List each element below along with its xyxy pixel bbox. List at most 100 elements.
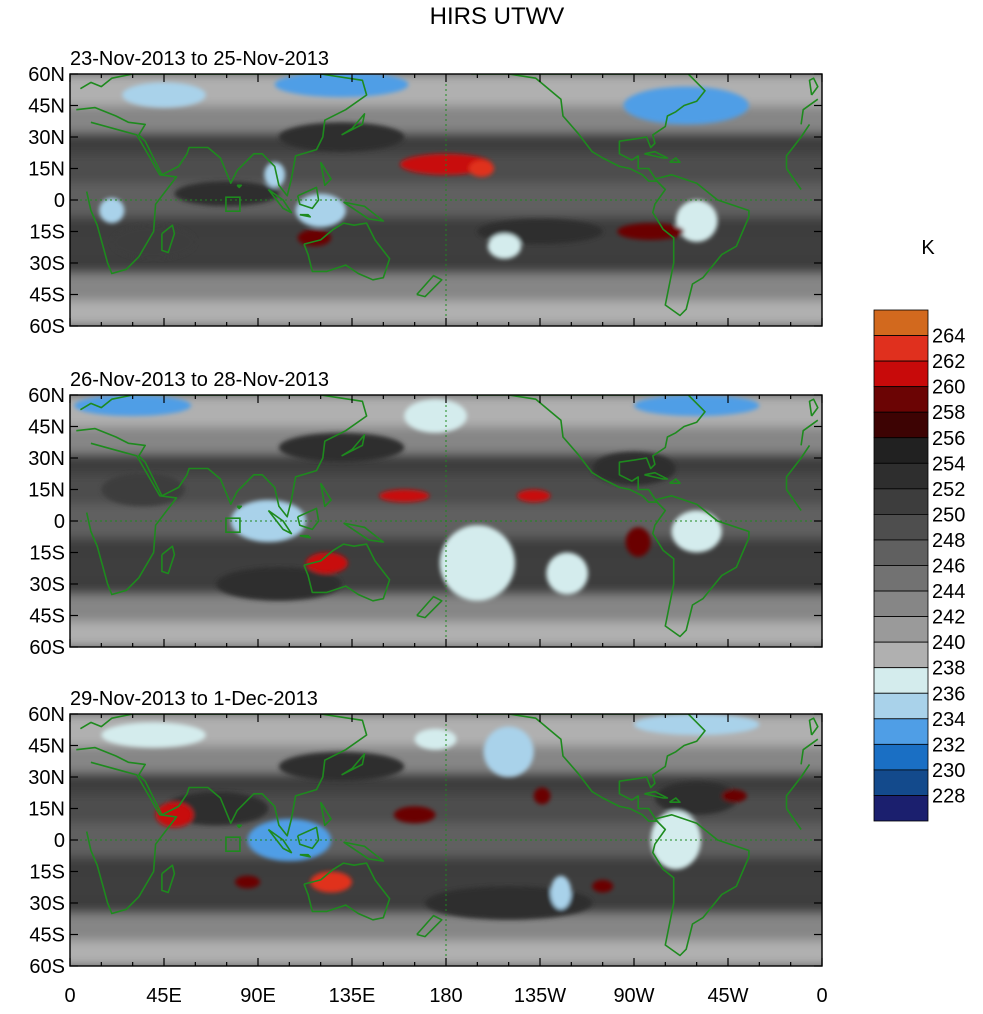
colorbar-box (873, 718, 929, 745)
colorbar-label: 232 (932, 734, 965, 756)
field-patch (517, 489, 551, 503)
map-panels: 23-Nov-2013 to 25-Nov-201360N45N30N15N01… (28, 48, 827, 1007)
y-tick-label: 60N (28, 704, 65, 726)
y-tick-label: 30S (29, 253, 65, 275)
colorbar-label: 250 (932, 504, 965, 526)
coastlines (76, 395, 819, 638)
panel-subtitle: 26-Nov-2013 to 28-Nov-2013 (70, 369, 329, 391)
field-patch (414, 728, 457, 750)
colorbar-box (873, 616, 929, 643)
y-tick-label: 15N (28, 799, 65, 821)
colorbar-label: 260 (932, 377, 965, 399)
field-patch (230, 500, 307, 542)
y-tick-label: 30S (29, 574, 65, 596)
field-patch (617, 223, 685, 240)
colorbar-box (873, 309, 929, 336)
field-patch (379, 489, 430, 503)
y-tick-label: 45N (28, 736, 65, 758)
colorbar-label: 252 (932, 479, 965, 501)
y-tick-label: 60S (29, 316, 65, 338)
panel-subtitle: 29-Nov-2013 to 1-Dec-2013 (70, 688, 318, 710)
colorbar: K 264 262 260 258 256 254 252 250 248 246 244 242 24… (873, 237, 965, 822)
field-patch (278, 432, 405, 463)
y-tick-label: 15N (28, 159, 65, 181)
colorbar-box (873, 411, 929, 439)
y-tick-label: 30N (28, 767, 65, 789)
colorbar-boxes (873, 309, 929, 822)
colorbar-box (873, 692, 929, 720)
field-patch (468, 160, 495, 177)
field-patch (404, 399, 467, 433)
field-patch (310, 871, 352, 893)
colorbar-box (873, 437, 929, 464)
colorbar-labels: 264 262 260 258 256 254 252 250 248 246 244 242 240 2… (932, 326, 965, 808)
field-patch (297, 229, 332, 247)
colorbar-label: 242 (932, 607, 965, 629)
colorbar-box (873, 641, 929, 669)
field-patch (487, 233, 522, 259)
field-patch (274, 74, 409, 98)
colorbar-label: 228 (932, 785, 965, 807)
field-patch (101, 472, 185, 507)
field-patch (122, 82, 206, 108)
field-patch (625, 527, 651, 557)
colorbar-label: 244 (932, 581, 965, 603)
field-patch (235, 875, 261, 889)
y-tick-label: 30N (28, 448, 65, 470)
colorbar-label: 264 (932, 326, 965, 348)
y-tick-label: 45N (28, 96, 65, 118)
colorbar-box (873, 514, 929, 541)
y-tick-label: 0 (54, 830, 65, 852)
field-patch (533, 787, 551, 805)
field-patch (295, 193, 346, 228)
y-tick-label: 30S (29, 893, 65, 915)
x-tick-label: 0 (64, 985, 75, 1007)
colorbar-box (873, 360, 929, 388)
field-patch (654, 781, 739, 815)
field-patch (101, 722, 206, 748)
field-patch (675, 200, 718, 242)
field-patch (425, 886, 593, 920)
colorbar-box (873, 386, 929, 413)
field-patch (155, 802, 194, 828)
field-patch (546, 552, 589, 595)
field-patch (671, 510, 722, 553)
y-tick-label: 15S (29, 222, 65, 244)
colorbar-box (873, 795, 929, 822)
field-patch (306, 552, 348, 574)
colorbar-box (873, 590, 929, 617)
field-patch (439, 525, 515, 601)
colorbar-label: 248 (932, 530, 965, 552)
x-tick-label: 135E (329, 985, 376, 1007)
y-tick-label: 30N (28, 127, 65, 149)
x-tick-label: 180 (429, 985, 462, 1007)
field-patch (278, 122, 405, 152)
colorbar-box (873, 335, 929, 362)
field-patch (592, 879, 614, 893)
field-patch (278, 751, 405, 782)
coastlines (76, 714, 819, 957)
y-tick-label: 45S (29, 606, 65, 628)
y-tick-label: 15N (28, 480, 65, 502)
colorbar-box (873, 743, 929, 771)
colorbar-label: 262 (932, 351, 965, 373)
colorbar-label: 258 (932, 402, 965, 424)
coastlines (76, 74, 819, 317)
utwv-field (70, 714, 822, 966)
colorbar-box (873, 462, 929, 490)
y-tick-label: 0 (54, 190, 65, 212)
y-tick-label: 0 (54, 511, 65, 533)
x-tick-label: 45W (707, 985, 748, 1007)
colorbar-label: 234 (932, 709, 965, 731)
colorbar-box (873, 565, 929, 592)
utwv-field (70, 395, 822, 647)
y-tick-label: 60N (28, 385, 65, 407)
colorbar-box (873, 769, 929, 796)
colorbar-label: 240 (932, 632, 965, 654)
colorbar-label: 238 (932, 658, 965, 680)
chart-title: HIRS UTWV (430, 3, 565, 30)
colorbar-unit-label: K (921, 237, 935, 259)
field-patch (393, 806, 436, 824)
